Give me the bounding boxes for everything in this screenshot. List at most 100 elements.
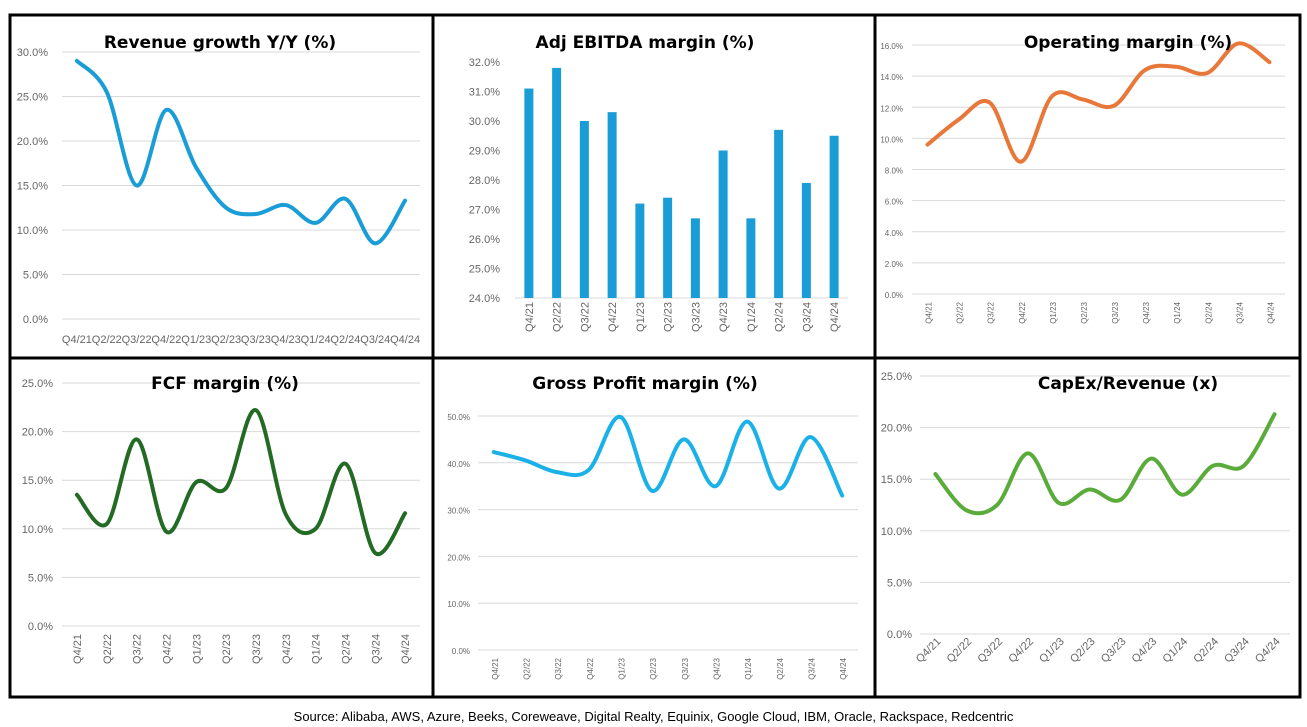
x-tick-label: Q3/22 — [122, 334, 152, 346]
y-tick-label: 30.0% — [447, 507, 470, 516]
y-tick-label: 15.0% — [881, 474, 912, 486]
bar — [718, 150, 728, 298]
chart-title: CapEx/Revenue (x) — [1038, 374, 1218, 394]
bar — [607, 112, 617, 299]
chart-title: FCF margin (%) — [151, 374, 299, 394]
x-tick-label: Q1/23 — [618, 657, 627, 679]
y-tick-label: 20.0% — [22, 427, 53, 439]
panel-border — [873, 356, 1302, 699]
x-tick-label: Q2/23 — [211, 334, 241, 346]
x-tick-label: Q3/23 — [1111, 301, 1120, 323]
x-tick-label: Q3/24 — [1235, 301, 1244, 323]
x-tick-label: Q1/23 — [635, 302, 647, 332]
x-tick-label: Q2/22 — [956, 301, 965, 323]
y-tick-label: 50.0% — [447, 413, 470, 422]
x-tick-label: Q4/24 — [390, 334, 420, 346]
y-tick-label: 29.0% — [469, 146, 500, 158]
x-tick-label: Q1/24 — [744, 657, 753, 679]
x-tick-label: Q4/23 — [713, 657, 722, 679]
chart-panel: 0.0%5.0%10.0%15.0%20.0%25.0%Q4/21 Q2/22 Q3… — [8, 356, 435, 699]
x-tick-label: Q2/22 — [102, 634, 114, 664]
y-tick-label: 30.0% — [17, 47, 48, 59]
y-tick-label: 10.0% — [17, 225, 48, 237]
x-tick-label: Q2/24 — [776, 657, 785, 679]
y-tick-label: 2.0% — [885, 260, 903, 269]
y-tick-label: 0.0% — [452, 647, 470, 656]
x-tick-label: Q1/24 — [1173, 301, 1182, 323]
x-tick-label: Q4/22 — [151, 334, 181, 346]
x-tick-label: Q1/24 — [301, 334, 331, 346]
x-tick-label: Q2/22 — [92, 334, 122, 346]
x-tick-label: Q3/23 — [690, 302, 702, 332]
y-tick-label: 5.0% — [28, 572, 53, 584]
panel-border — [8, 356, 435, 699]
y-tick-label: 0.0% — [28, 621, 53, 633]
x-tick-label: Q1/23 — [191, 634, 203, 664]
x-tick-label: Q4/22 — [607, 302, 619, 332]
chart-title: Revenue growth Y/Y (%) — [104, 33, 336, 53]
x-tick-label: Q1/24 — [311, 634, 323, 664]
x-tick-label: Q4/22 — [1018, 301, 1027, 323]
y-tick-label: 31.0% — [469, 87, 500, 99]
y-tick-label: 10.0% — [22, 524, 53, 536]
y-tick-label: 26.0% — [469, 234, 500, 246]
x-tick-label: Q2/24 — [330, 334, 360, 346]
x-tick-label: Q1/24 — [746, 302, 758, 332]
y-tick-label: 10.0% — [880, 135, 903, 144]
x-tick-label: Q4/24 — [1266, 301, 1275, 323]
bar — [690, 218, 700, 298]
y-tick-label: 12.0% — [880, 104, 903, 113]
x-tick-label: Q4/23 — [718, 302, 730, 332]
x-tick-label: Q1/23 — [181, 334, 211, 346]
y-tick-label: 0.0% — [887, 629, 912, 641]
x-tick-label: Q3/22 — [987, 301, 996, 323]
chart-panel: 0.0% 10.0% 20.0% 30.0% 40.0% 50.0% Q4/21 Q2/22 Q… — [431, 356, 877, 699]
y-tick-label: 10.0% — [881, 526, 912, 538]
chart-title: Adj EBITDA margin (%) — [536, 33, 755, 53]
x-tick-label: Q2/23 — [221, 634, 233, 664]
x-tick-label: Q3/24 — [808, 657, 817, 679]
x-tick-label: Q4/21 — [925, 301, 934, 323]
chart-title: Operating margin (%) — [1024, 33, 1232, 53]
y-tick-label: 5.0% — [23, 270, 48, 282]
y-tick-label: 10.0% — [447, 600, 470, 609]
x-tick-label: Q2/22 — [523, 657, 532, 679]
chart-panel: 24.0% 25.0% 26.0% 27.0% 28.0% 29.0% 30.0% 31.0%… — [431, 13, 877, 360]
x-tick-label: Q4/23 — [281, 634, 293, 664]
x-tick-label: Q4/22 — [586, 657, 595, 679]
x-tick-label: Q4/22 — [161, 634, 173, 664]
x-tick-label: Q3/24 — [360, 334, 390, 346]
bar — [829, 135, 839, 298]
y-tick-label: 20.0% — [447, 553, 470, 562]
y-tick-label: 15.0% — [22, 475, 53, 487]
x-tick-label: Q2/24 — [1204, 301, 1213, 323]
y-tick-label: 32.0% — [469, 57, 500, 69]
y-tick-label: 5.0% — [887, 577, 912, 589]
chart-panel: 0.0%5.0%10.0%15.0%20.0%25.0%Q4/21 Q2/22 Q3… — [873, 356, 1302, 699]
bar — [524, 88, 534, 298]
x-tick-label: Q2/24 — [340, 634, 352, 664]
y-tick-label: 8.0% — [885, 167, 903, 176]
y-tick-label: 24.0% — [469, 293, 500, 305]
panel-border — [873, 13, 1302, 360]
x-tick-label: Q4/21 — [62, 334, 92, 346]
x-tick-label: Q2/24 — [774, 302, 786, 332]
y-tick-label: 27.0% — [469, 205, 500, 217]
x-tick-label: Q2/23 — [649, 657, 658, 679]
series-line — [933, 412, 1277, 516]
x-tick-label: Q2/23 — [663, 302, 675, 332]
x-tick-label: Q3/22 — [554, 657, 563, 679]
x-tick-label: Q2/22 — [552, 302, 564, 332]
y-tick-label: 4.0% — [885, 229, 903, 238]
series-line — [925, 41, 1272, 164]
x-tick-label: Q1/23 — [1049, 301, 1058, 323]
x-tick-label: Q4/21 — [491, 657, 500, 679]
bar — [746, 218, 756, 298]
x-tick-label: Q4/24 — [400, 634, 412, 664]
bar — [579, 121, 589, 298]
bar — [635, 203, 645, 298]
x-tick-label: Q3/22 — [132, 634, 144, 664]
x-tick-label: Q4/23 — [1142, 301, 1151, 323]
y-tick-label: 0.0% — [885, 291, 903, 300]
